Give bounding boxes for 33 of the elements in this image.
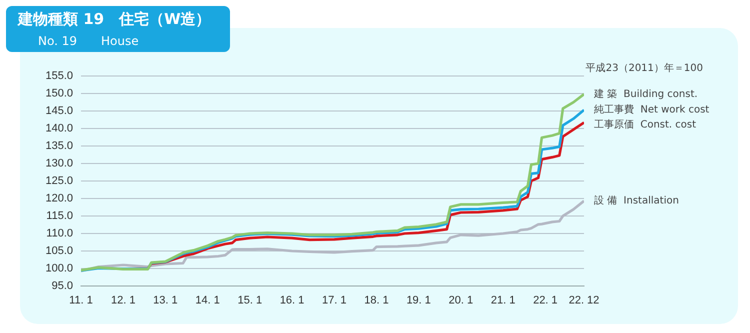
text: 平成23（2011）年＝100 xyxy=(586,62,703,74)
chart-title: 建物種類 19 住宅（W造） xyxy=(18,10,211,29)
y-tick-label: 155.0 xyxy=(45,70,73,82)
x-tick-label: 14. 1 xyxy=(195,294,220,307)
chart-subtitle: No. 19 House xyxy=(38,33,139,50)
y-tick-label: 130.0 xyxy=(45,158,73,170)
x-tick-label: 12. 1 xyxy=(110,294,136,307)
series-label: 工事原価 Const. cost xyxy=(594,118,696,131)
x-tick-label: 19. 1 xyxy=(406,294,431,307)
y-tick-label: 95.0 xyxy=(52,280,73,292)
y-tick-label: 145.0 xyxy=(45,105,73,118)
x-tick-label: 18. 1 xyxy=(364,294,389,307)
x-tick-label: 22. 12 xyxy=(568,294,600,307)
x-tick-label: 13. 1 xyxy=(153,294,178,307)
y-tick-label: 115.0 xyxy=(46,210,73,222)
y-tick-label: 110.0 xyxy=(46,228,73,240)
x-tick-label: 22. 1 xyxy=(533,294,558,307)
x-tick-label: 11. 1 xyxy=(69,294,93,307)
y-tick-label: 150.0 xyxy=(45,88,73,100)
x-tick-label: 16. 1 xyxy=(280,294,304,307)
y-tick-label: 120.0 xyxy=(45,192,73,205)
series-label: 純工事費 Net work cost xyxy=(594,104,710,116)
x-tick-label: 17. 1 xyxy=(322,294,346,307)
series-label: 建 築 Building const. xyxy=(593,88,698,100)
y-tick-label: 100.0 xyxy=(45,262,73,275)
y-tick-label: 140.0 xyxy=(45,122,73,135)
x-tick-label: 21. 1 xyxy=(490,294,516,307)
x-tick-label: 15. 1 xyxy=(238,294,262,307)
y-tick-label: 135.0 xyxy=(45,140,73,152)
y-tick-label: 105.0 xyxy=(45,245,73,258)
series-label: 設 備 Installation xyxy=(594,194,679,207)
y-tick-label: 125.0 xyxy=(45,175,73,188)
x-tick-label: 20. 1 xyxy=(448,294,474,307)
